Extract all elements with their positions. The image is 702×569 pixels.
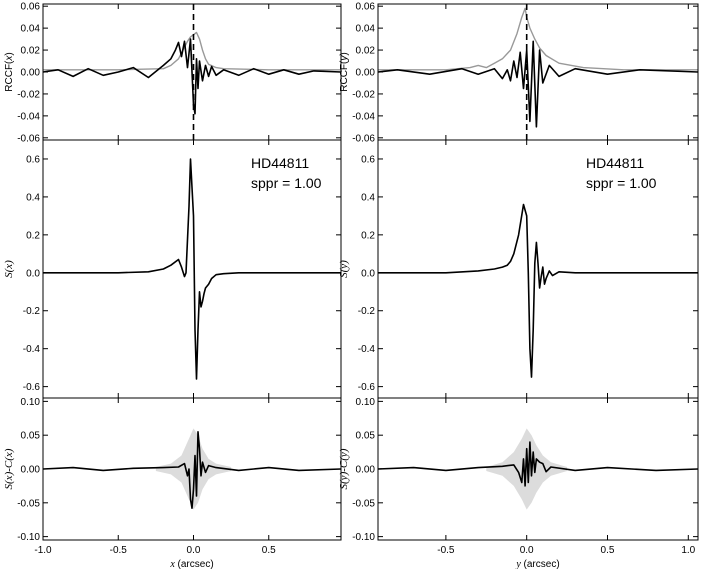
y-tick-label: -0.6 (358, 382, 376, 393)
x-tick-label: 0.0 (520, 545, 534, 556)
y-tick-label: 0.04 (356, 24, 376, 35)
annotation-sppr: sppr = 1.00 (251, 175, 322, 191)
y-tick-label: 0.04 (21, 24, 41, 35)
panel-left-middle: -0.6 -0.4 -0.2 0.0 0.2 0.4 0.6 S(x) HD44811 sppr … (3, 139, 342, 399)
y-tick-label: -0.2 (358, 306, 376, 317)
y-axis-label: S(x)-C(x) (3, 448, 15, 489)
y-tick-label: 0.05 (21, 431, 41, 442)
y-tick-label: -0.06 (352, 133, 375, 144)
annotation-star-name: HD44811 (251, 155, 309, 171)
x-tick-label: -0.5 (437, 545, 455, 556)
x-tick-label: -0.5 (110, 545, 128, 556)
y-tick-label: -0.2 (23, 306, 41, 317)
annotation-sppr: sppr = 1.00 (586, 175, 657, 191)
y-axis-label: RCCF(x) (4, 52, 15, 91)
y-tick-label: 0.00 (21, 68, 41, 79)
x-tick-label: -1.0 (34, 545, 52, 556)
y-tick-label: 0.10 (356, 397, 376, 408)
y-tick-label: 0.2 (26, 230, 40, 241)
panel-left-bottom: -0.10 -0.05 0.00 0.05 0.10 -1.0 -0.5 0.0 0.5 S(x)… (3, 397, 342, 569)
y-tick-label: -0.05 (17, 498, 40, 509)
uncertainty-band (486, 428, 568, 510)
y-tick-label: -0.05 (352, 498, 375, 509)
y-tick-label: 0.02 (356, 46, 376, 57)
y-tick-label: 0.4 (26, 192, 40, 203)
panel-right-middle: -0.6 -0.4 -0.2 0.0 0.2 0.4 0.6 S(y) HD44811 sppr … (338, 139, 699, 399)
y-tick-label: -0.4 (23, 344, 41, 355)
y-tick-label: 0.00 (356, 465, 376, 476)
series-line-black (43, 158, 341, 380)
y-tick-label: 0.6 (26, 154, 40, 165)
x-axis-label: y (arcsec) (515, 559, 559, 569)
y-tick-label: -0.04 (352, 111, 375, 122)
series-line-gray (43, 31, 341, 71)
series-line-black (43, 430, 341, 510)
x-tick-label: 0.5 (262, 545, 276, 556)
y-tick-label: -0.06 (17, 133, 40, 144)
annotation-star-name: HD44811 (586, 155, 644, 171)
y-tick-label: 0.0 (26, 268, 40, 279)
uncertainty-band (155, 428, 232, 510)
panel-right-bottom: -0.10 -0.05 0.00 0.05 0.10 -0.5 0.0 0.5 1.0 S(y)-… (338, 397, 699, 569)
y-axis-label: RCCF(y) (339, 52, 350, 91)
x-tick-label: 1.0 (681, 545, 695, 556)
y-tick-label: -0.02 (17, 89, 40, 100)
panel-right-top: -0.06 -0.04 -0.02 0.00 0.02 0.04 0.06 RCCF(y) (339, 2, 699, 144)
y-tick-label: -0.02 (352, 89, 375, 100)
y-tick-label: 0.00 (21, 465, 41, 476)
y-tick-label: 0.05 (356, 431, 376, 442)
y-tick-label: 0.06 (356, 2, 376, 13)
y-tick-label: 0.02 (21, 46, 41, 57)
y-tick-label: -0.04 (17, 111, 40, 122)
y-tick-label: -0.10 (17, 532, 40, 543)
series-line-gray (378, 7, 698, 71)
y-tick-label: 0.0 (361, 268, 375, 279)
y-tick-label: 0.2 (361, 230, 375, 241)
x-axis-label: x (arcsec) (169, 559, 213, 569)
series-line-black (378, 203, 698, 378)
y-axis-label: S(y) (338, 260, 350, 278)
series-line-black (378, 40, 698, 128)
series-line-black (43, 38, 341, 115)
y-tick-label: 0.6 (361, 154, 375, 165)
y-tick-label: -0.6 (23, 382, 41, 393)
series-line-black (378, 441, 698, 487)
y-tick-label: -0.4 (358, 344, 376, 355)
y-tick-label: 0.10 (21, 397, 41, 408)
x-tick-label: 0.5 (601, 545, 615, 556)
panel-left-top: -0.06 -0.04 -0.02 0.00 0.02 0.04 0.06 RCCF(x) (4, 2, 342, 144)
y-axis-label: S(x) (3, 260, 15, 278)
x-tick-label: 0.0 (187, 545, 201, 556)
y-tick-label: 0.4 (361, 192, 375, 203)
y-tick-label: 0.06 (21, 2, 41, 13)
y-tick-label: 0.00 (356, 68, 376, 79)
y-tick-label: -0.10 (352, 532, 375, 543)
y-axis-label: S(y)-C(y) (338, 448, 350, 489)
